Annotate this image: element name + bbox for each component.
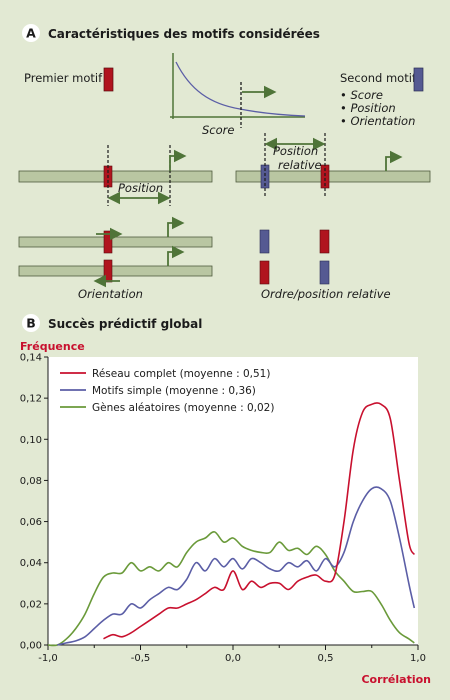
y-axis-title: Fréquence (20, 340, 85, 353)
orientation-diagram: Orientation (18, 216, 213, 301)
motif-red (259, 260, 270, 285)
plot-area (48, 357, 418, 645)
position-diagram: Position (18, 145, 213, 206)
second-motif-item: • Position (340, 101, 396, 115)
second-motif-item: • Score (340, 88, 383, 102)
relative-position-label-line1: Position (273, 144, 318, 158)
legend-entry: Gènes aléatoires (moyenne : 0,02) (92, 402, 274, 414)
section-a-letter: A (26, 26, 36, 41)
position-label: Position (118, 181, 163, 195)
series-line (103, 402, 416, 640)
x-tick-label: -1,0 (38, 653, 58, 664)
motif-red (103, 230, 113, 254)
legend-entry: Réseau complet (moyenne : 0,51) (92, 368, 270, 380)
order-diagram: Ordre/position relative (259, 229, 391, 301)
dna-strand (235, 170, 431, 183)
tss-arrow (169, 149, 187, 171)
motif-blue (319, 260, 330, 285)
x-tick-label: 0,0 (225, 653, 241, 664)
y-tick-label: 0,12 (20, 394, 42, 405)
score-plot: Score (170, 53, 306, 137)
tss-arrow (167, 216, 185, 237)
x-tick-label: 0,5 (318, 653, 334, 664)
y-tick-label: 0,08 (20, 476, 42, 487)
section-a-badge (22, 24, 40, 42)
second-motif-item: • Orientation (340, 114, 415, 128)
motif-blue (259, 229, 270, 254)
series-line (57, 486, 416, 646)
section-b-letter: B (26, 316, 36, 331)
motif-red (319, 229, 330, 254)
y-tick-label: 0,02 (20, 599, 42, 610)
series-line (47, 531, 415, 647)
x-tick-label: 1,0 (410, 653, 426, 664)
orientation-label: Orientation (78, 287, 143, 301)
score-curve (175, 61, 306, 117)
legend-entry: Motifs simple (moyenne : 0,36) (92, 385, 256, 397)
relative-position-label-line2: relative (278, 158, 322, 172)
second-motif-label: Second motif (340, 71, 417, 85)
y-tick-label: 0,10 (20, 435, 42, 446)
tss-arrow (385, 150, 403, 171)
tss-arrow (167, 245, 185, 266)
correlation-chart: 0,00 0,02 0,04 0,06 0,08 0,10 0,12 0,14 -1,0 -0,5… (20, 340, 431, 686)
x-tick-label: -0,5 (131, 653, 151, 664)
section-b-title: Succès prédictif global (48, 317, 202, 331)
dna-strand (18, 170, 213, 183)
dna-strand (18, 265, 213, 277)
first-motif-box (103, 67, 114, 92)
motif-red (103, 259, 113, 283)
y-tick-label: 0,04 (20, 558, 42, 569)
section-a-title: Caractéristiques des motifs considérées (48, 27, 320, 41)
section-b-badge (22, 314, 40, 332)
y-tick-label: 0,06 (20, 517, 42, 528)
x-axis-title: Corrélation (361, 673, 431, 686)
first-motif-label: Premier motif (24, 71, 103, 85)
score-label: Score (202, 123, 234, 137)
y-tick-label: 0,14 (20, 353, 42, 364)
relative-position-diagram: Position relative (235, 133, 431, 198)
dna-strand (18, 236, 213, 248)
second-motif-box (413, 67, 424, 92)
y-tick-label: 0,00 (20, 641, 42, 652)
order-label: Ordre/position relative (261, 287, 391, 301)
